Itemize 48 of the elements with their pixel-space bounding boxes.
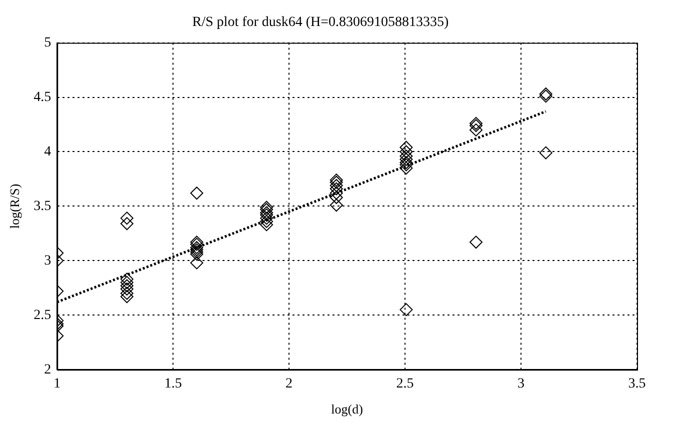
point xyxy=(470,116,483,130)
point xyxy=(260,218,274,232)
point xyxy=(470,119,483,132)
point xyxy=(539,146,552,160)
point xyxy=(120,290,134,304)
x-tick-label: 2 xyxy=(286,376,293,392)
point xyxy=(190,186,204,200)
y-tick-label: 4.5 xyxy=(34,90,52,105)
point xyxy=(470,236,483,249)
y-tick-label: 3.5 xyxy=(34,198,52,214)
x-tick-label: 3.5 xyxy=(628,376,646,392)
point xyxy=(330,179,343,192)
point xyxy=(470,123,483,136)
point xyxy=(539,90,552,103)
x-axis-title: log(d) xyxy=(331,402,363,417)
point xyxy=(400,152,413,166)
x-tick-label: 1.5 xyxy=(164,376,182,392)
chart-title: R/S plot for dusk64 (H=0.830691058813335) xyxy=(192,15,450,30)
point xyxy=(539,88,552,100)
point xyxy=(400,150,413,163)
point xyxy=(120,279,134,292)
point xyxy=(120,272,134,286)
y-tick-label: 3 xyxy=(44,253,52,268)
point xyxy=(400,140,413,154)
point xyxy=(400,162,413,175)
point xyxy=(120,282,134,296)
point xyxy=(330,198,343,212)
point xyxy=(190,256,204,270)
point xyxy=(260,214,274,228)
x-tick-label: 3 xyxy=(518,376,525,392)
point xyxy=(120,212,134,225)
x-tick-label: 1 xyxy=(54,376,61,392)
point xyxy=(330,186,343,200)
point xyxy=(330,182,343,196)
point xyxy=(120,286,134,300)
y-tick-label: 5 xyxy=(44,35,52,50)
point xyxy=(400,303,413,316)
point xyxy=(400,145,413,158)
y-tick-label: 2 xyxy=(44,362,52,378)
y-axis-title: log(R/S) xyxy=(7,184,22,229)
y-tick-label: 2.5 xyxy=(34,308,52,323)
x-tick-label: 2.5 xyxy=(396,376,414,392)
point xyxy=(330,190,343,204)
point xyxy=(260,212,274,225)
point xyxy=(120,217,134,230)
y-tick-label: 4 xyxy=(44,144,52,160)
point xyxy=(190,248,204,261)
point xyxy=(120,276,134,289)
